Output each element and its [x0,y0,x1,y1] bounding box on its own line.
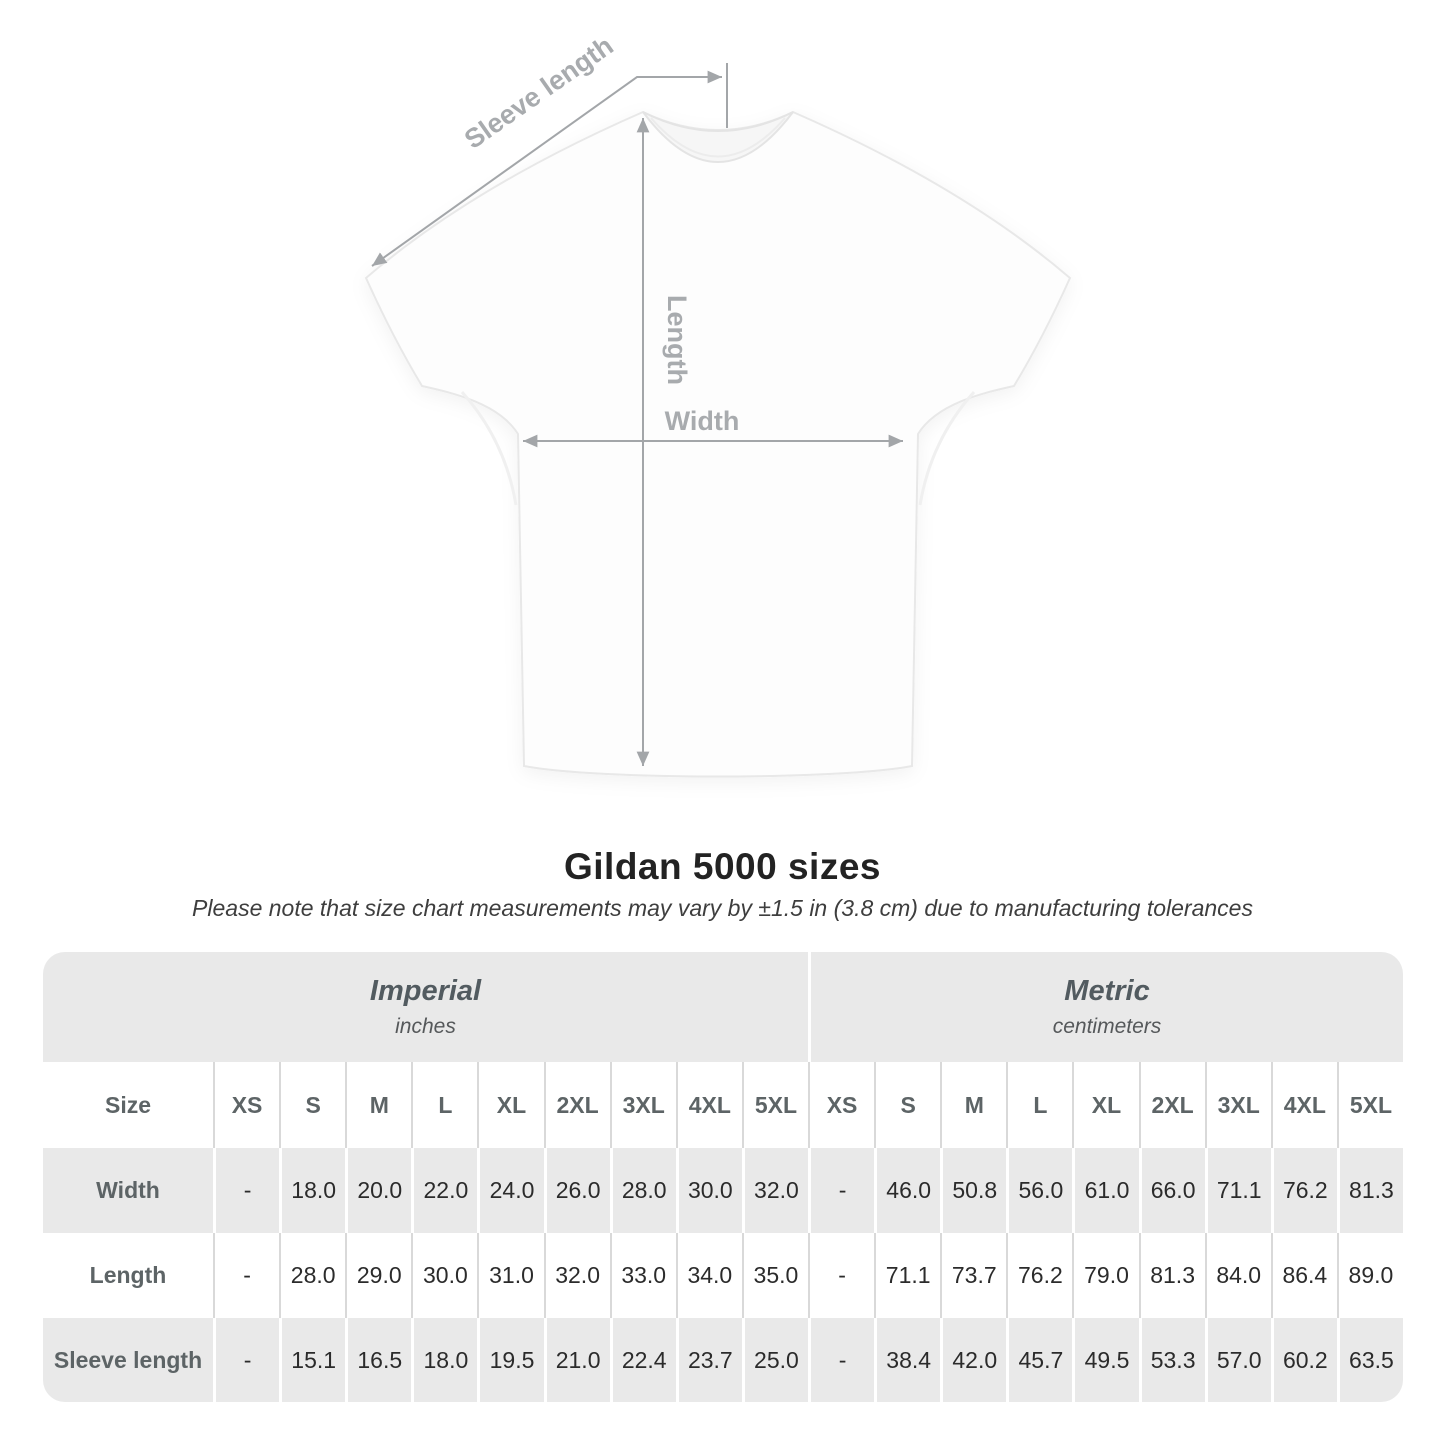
value-cell: 60.2 [1270,1318,1337,1402]
value-cell: 18.0 [411,1318,477,1402]
value-cell: 81.3 [1138,1233,1205,1318]
tolerance-note: Please note that size chart measurements… [192,895,1253,921]
value-cell: 79.0 [1072,1233,1138,1318]
page-title: Gildan 5000 sizes [563,846,881,887]
value-cell: 63.5 [1336,1318,1403,1402]
column-header-metric-xs: XS [808,1062,874,1148]
unit-band-imperial: Imperial inches [43,952,808,1062]
value-cell: 49.5 [1072,1318,1138,1402]
value-cell: 42.0 [940,1318,1006,1402]
value-cell: 57.0 [1204,1318,1271,1402]
column-header-imperial-4xl: 4XL [675,1062,742,1148]
value-cell: 26.0 [543,1148,610,1233]
value-cell: - [808,1318,874,1402]
column-header-imperial-2xl: 2XL [543,1062,610,1148]
table-row-sleeve-length: Sleeve length -15.1 16.5 18.0 19.5 21.0 22.4 23… [43,1318,1403,1402]
value-cell: 35.0 [741,1233,808,1318]
table-body: Width -18.0 20.0 22.0 24.0 26.0 28.0 30.0 32.0-4… [43,1148,1403,1402]
imperial-heading: Imperial [369,975,482,1007]
value-cell: 24.0 [477,1148,543,1233]
value-cell: 66.0 [1138,1148,1205,1233]
value-cell: 31.0 [477,1233,543,1318]
value-cell: 32.0 [741,1148,808,1233]
column-header-metric-5xl: 5XL [1336,1062,1403,1148]
column-header-metric-s: S [874,1062,940,1148]
value-cell: - [213,1318,279,1402]
value-cell: 56.0 [1006,1148,1072,1233]
column-header-metric-xl: XL [1072,1062,1138,1148]
column-header-imperial-xl: XL [477,1062,543,1148]
value-cell: 76.2 [1270,1148,1337,1233]
size-table: Imperial inches Metric centimeters Size … [43,952,1403,1402]
tshirt-diagram-svg: Sleeve length Length Width [364,30,1072,778]
value-cell: 71.1 [874,1233,940,1318]
value-cell: 50.8 [940,1148,1006,1233]
table-columns-row: Size XS S M L XL 2XL 3XL 4XL 5XL XS S M L XL 2XL 3XL 4XL… [43,1062,1403,1148]
value-cell: 38.4 [874,1318,940,1402]
value-cell: 84.0 [1204,1233,1271,1318]
value-cell: 28.0 [279,1233,345,1318]
value-cell: - [808,1148,874,1233]
table-row-width: Width -18.0 20.0 22.0 24.0 26.0 28.0 30.0 32.0-4… [43,1148,1403,1233]
value-cell: 19.5 [477,1318,543,1402]
value-cell: 22.0 [411,1148,477,1233]
value-cell: 89.0 [1336,1233,1403,1318]
imperial-unit: inches [395,1015,456,1038]
value-cell: 15.1 [279,1318,345,1402]
value-cell: 86.4 [1270,1233,1337,1318]
value-cell: 45.7 [1006,1318,1072,1402]
column-header-metric-l: L [1006,1062,1072,1148]
value-cell: 30.0 [675,1148,742,1233]
value-cell: 81.3 [1336,1148,1403,1233]
value-cell: 21.0 [543,1318,610,1402]
value-cell: 71.1 [1204,1148,1271,1233]
value-cell: - [213,1148,279,1233]
value-cell: 61.0 [1072,1148,1138,1233]
tshirt-measurement-diagram: Sleeve length Length Width [364,30,1072,778]
tshirt-crease-right [918,390,976,506]
value-cell: - [213,1233,279,1318]
length-label: Length [662,295,692,385]
value-cell: - [808,1233,874,1318]
column-header-metric-m: M [940,1062,1006,1148]
tshirt-silhouette [364,110,1072,778]
value-cell: 76.2 [1006,1233,1072,1318]
metric-heading: Metric [1064,975,1150,1007]
unit-band-metric: Metric centimeters [811,952,1403,1062]
value-cell: 18.0 [279,1148,345,1233]
value-cell: 73.7 [940,1233,1006,1318]
column-header-imperial-l: L [411,1062,477,1148]
column-header-metric-2xl: 2XL [1138,1062,1205,1148]
value-cell: 23.7 [675,1318,742,1402]
value-cell: 16.5 [345,1318,411,1402]
value-cell: 32.0 [543,1233,610,1318]
size-corner-header: Size [104,1091,152,1118]
column-header-imperial-s: S [279,1062,345,1148]
column-header-imperial-m: M [345,1062,411,1148]
column-header-imperial-3xl: 3XL [609,1062,676,1148]
sleeve-length-dimension-line [371,70,722,267]
metric-unit: centimeters [1052,1015,1162,1038]
unit-band: Imperial inches Metric centimeters [43,952,1403,1062]
value-cell: 53.3 [1138,1318,1205,1402]
value-cell: 34.0 [675,1233,742,1318]
column-header-metric-3xl: 3XL [1204,1062,1271,1148]
value-cell: 28.0 [609,1148,676,1233]
width-label: Width [665,406,740,436]
table-row-length: Length -28.0 29.0 30.0 31.0 32.0 33.0 34.0 35.0-… [43,1233,1403,1318]
row-label: Width [96,1177,160,1203]
value-cell: 46.0 [874,1148,940,1233]
column-header-metric-4xl: 4XL [1270,1062,1337,1148]
tshirt-crease-left [460,390,518,506]
value-cell: 29.0 [345,1233,411,1318]
value-cell: 33.0 [609,1233,676,1318]
value-cell: 20.0 [345,1148,411,1233]
row-label: Length [89,1262,167,1288]
value-cell: 22.4 [609,1318,676,1402]
value-cell: 30.0 [411,1233,477,1318]
value-cell: 25.0 [741,1318,808,1402]
row-label: Sleeve length [53,1346,203,1373]
column-header-imperial-xs: XS [213,1062,279,1148]
column-header-imperial-5xl: 5XL [741,1062,808,1148]
